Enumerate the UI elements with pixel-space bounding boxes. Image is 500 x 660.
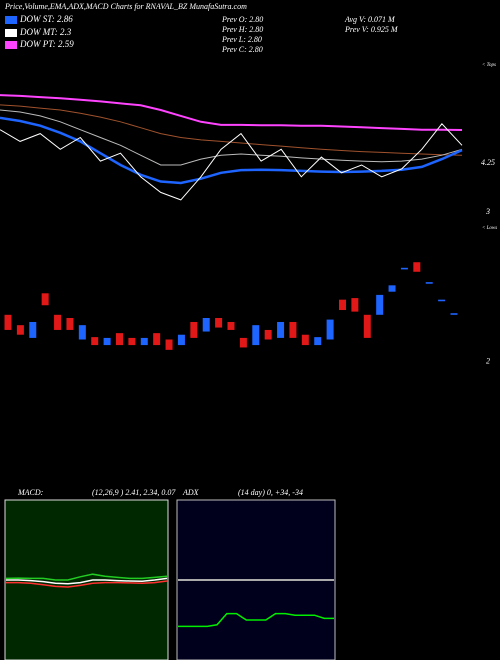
y-tick-label: 3 [485, 207, 490, 216]
legend-swatch [5, 41, 17, 49]
candle [29, 321, 37, 338]
series-line [0, 94, 463, 131]
stat: Prev L: 2.80 [221, 35, 262, 44]
series-line [178, 612, 334, 628]
series-line [5, 573, 168, 581]
candle [165, 339, 173, 350]
candle [128, 337, 136, 346]
legend-label: DOW MT: 2.3 [19, 27, 72, 37]
candle [339, 299, 346, 311]
candle [54, 314, 62, 330]
annotation: < Tops [482, 63, 496, 68]
panel-title: ADX [182, 488, 200, 497]
candle [314, 337, 322, 346]
candle [400, 267, 408, 270]
candle [91, 337, 99, 346]
candle [388, 285, 396, 292]
candle [202, 317, 210, 332]
candle [363, 314, 371, 338]
y-tick-label: 4.25 [481, 158, 495, 167]
candle [4, 314, 12, 330]
stat: Avg V: 0.071 M [344, 15, 396, 24]
candle [289, 321, 297, 338]
candle [277, 321, 285, 338]
panel-subtitle: (12,26,9 ) 2.41, 2.34, 0.07 [92, 488, 176, 497]
candle [78, 325, 86, 340]
candle [140, 337, 148, 346]
candle [413, 262, 421, 272]
legend-label: DOW PT: 2.59 [19, 39, 74, 49]
candle [438, 299, 446, 302]
candle [376, 294, 384, 315]
candle [326, 319, 334, 340]
candle [227, 321, 235, 330]
series-line [0, 104, 463, 156]
candle [450, 313, 458, 315]
candle [16, 325, 24, 335]
stat: Prev V: 0.925 M [344, 25, 399, 34]
candle [239, 337, 247, 348]
candle [301, 334, 309, 346]
y-tick-label: 2 [486, 357, 490, 366]
series-line [6, 577, 168, 585]
page-title: Price,Volume,EMA,ADX,MACD Charts for RNA… [4, 2, 247, 11]
candle [351, 298, 359, 312]
legend-swatch [5, 16, 17, 24]
candle [264, 329, 272, 340]
candle [425, 282, 433, 284]
series-line [6, 580, 168, 588]
panel-title: MACD: [17, 488, 44, 497]
candle [103, 337, 111, 346]
candle [252, 325, 260, 346]
legend-swatch [5, 29, 17, 37]
candle [116, 333, 123, 346]
series-line [0, 109, 463, 166]
panel-subtitle: (14 day) 0, +34, -34 [238, 488, 303, 497]
stat: Prev O: 2.80 [221, 15, 263, 24]
stat: Prev C: 2.80 [221, 45, 263, 54]
candle [177, 334, 185, 346]
stat: Prev H: 2.80 [221, 25, 263, 34]
candle [41, 293, 49, 306]
candle [215, 317, 223, 328]
candle [66, 317, 74, 330]
candle [190, 321, 198, 338]
annotation: < Lows [482, 226, 497, 231]
series-line [0, 123, 463, 201]
candle [153, 333, 161, 346]
legend-label: DOW ST: 2.86 [19, 14, 73, 24]
